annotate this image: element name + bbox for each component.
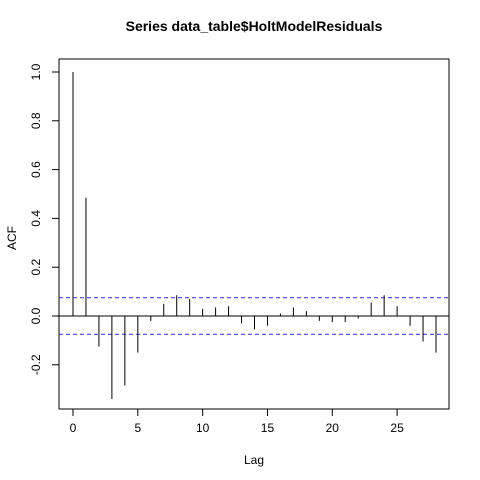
y-tick-label: 0.0 [29,307,43,324]
y-tick-label: 0.4 [29,210,43,227]
x-tick-label: 20 [326,421,340,435]
y-tick-label: 0.2 [29,259,43,276]
x-tick-label: 25 [390,421,404,435]
x-axis-label: Lag [244,453,264,467]
x-tick-label: 5 [134,421,141,435]
x-tick-label: 0 [70,421,77,435]
y-tick-label: -0.2 [29,354,43,375]
y-tick-label: 1.0 [29,63,43,80]
y-tick-label: 0.6 [29,161,43,178]
chart-title: Series data_table$HoltModelResiduals [126,18,383,34]
x-tick-label: 10 [196,421,210,435]
y-axis-label: ACF [5,226,19,250]
plot-layer: 0 5 10 15 20 25 -0.2 0.0 0.2 0.4 0.6 0.8 1.0 [29,63,449,435]
x-tick-label: 15 [261,421,275,435]
y-tick-label: 0.8 [29,112,43,129]
